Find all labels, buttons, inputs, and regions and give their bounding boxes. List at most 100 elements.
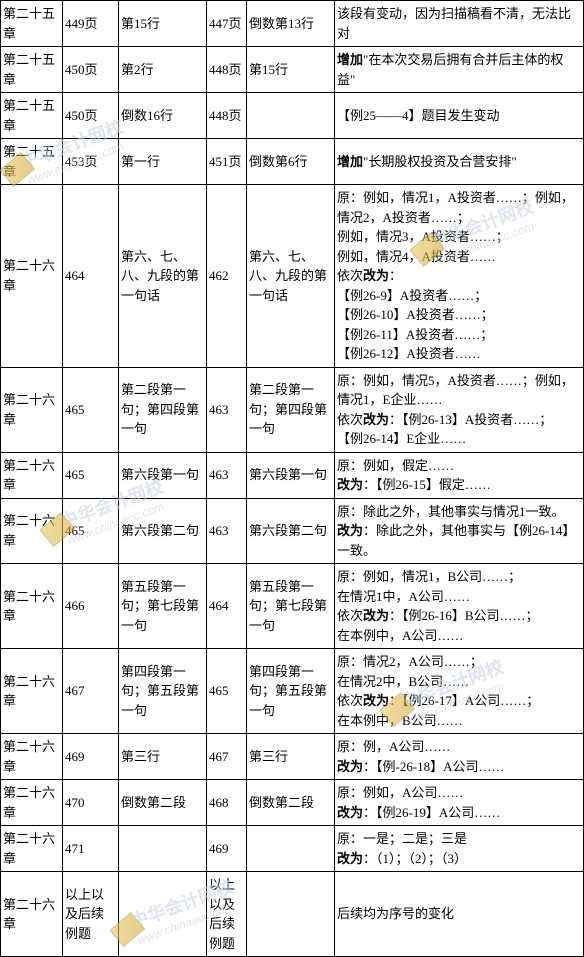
table-cell: 原：情况2，A公司……；在情况2中，B公司……依次改为：【例26-17】A公司…… (335, 649, 584, 734)
table-cell: 倒数第二段 (119, 780, 207, 826)
table-cell: 原：例如，情况1，B公司……；在情况1中，A公司……依次改为：【例26-16】B… (335, 564, 584, 649)
table-cell: 第二十六章 (1, 872, 63, 957)
changes-table: 第二十五章449页第15行447页倒数第13行该段有变动，因为扫描稿看不清，无法… (0, 0, 584, 957)
table-cell: 第六、七、八、九段的第一句话 (247, 185, 335, 368)
table-cell: 第二十六章 (1, 564, 63, 649)
table-row: 第二十六章465第二段第一句；第四段第一句463第二段第一句；第四段第一句原：例… (1, 367, 584, 452)
table-row: 第二十六章469第三行467第三行原：例，A公司……改为：【例-26-18】A公… (1, 734, 584, 780)
table-cell: 第六段第一句 (119, 452, 207, 498)
table-cell: 第二十六章 (1, 452, 63, 498)
table-cell: 453页 (63, 139, 119, 185)
table-row: 第二十六章465第六段第一句463第六段第一句原：例如，假定……改为：【例26-… (1, 452, 584, 498)
table-cell: 第四段第一句；第五段第一句 (119, 649, 207, 734)
table-cell: 450页 (63, 47, 119, 93)
table-cell: 后续均为序号的变化 (335, 872, 584, 957)
table-cell: 原：例如，A公司……改为：【例26-19】A公司…… (335, 780, 584, 826)
table-cell: 471 (63, 826, 119, 872)
table-cell: 第六段第二句 (119, 498, 207, 564)
table-cell: 448页 (207, 93, 247, 139)
table-cell: 第二段第一句；第四段第一句 (247, 367, 335, 452)
table-cell: 第二十五章 (1, 93, 63, 139)
table-cell: 【例25——4】题目发生变动 (335, 93, 584, 139)
table-cell: 第四段第一句；第五段第一句 (247, 649, 335, 734)
table-body: 第二十五章449页第15行447页倒数第13行该段有变动，因为扫描稿看不清，无法… (1, 1, 584, 957)
table-cell: 以上以及后续例题 (207, 872, 247, 957)
table-cell: 463 (207, 452, 247, 498)
table-cell: 原：例如，情况5，A投资者……；例如，情况1，E企业……依次改为：【例26-13… (335, 367, 584, 452)
table-cell: 第二十五章 (1, 1, 63, 47)
table-cell: 原：一是；二是；三是改为：（1）；（2）；（3） (335, 826, 584, 872)
table-cell: 465 (63, 367, 119, 452)
table-cell: 该段有变动，因为扫描稿看不清，无法比对 (335, 1, 584, 47)
table-cell: 第二十六章 (1, 367, 63, 452)
table-cell: 448页 (207, 47, 247, 93)
table-cell: 第二十六章 (1, 185, 63, 368)
table-cell: 467 (207, 734, 247, 780)
table-cell: 464 (207, 564, 247, 649)
table-cell: 增加"长期股权投资及合营安排" (335, 139, 584, 185)
table-cell: 第15行 (119, 1, 207, 47)
table-cell: 467 (63, 649, 119, 734)
table-cell: 第2行 (119, 47, 207, 93)
table-cell: 第五段第一句；第七段第一句 (119, 564, 207, 649)
table-cell: 第二十六章 (1, 780, 63, 826)
table-cell: 468 (207, 780, 247, 826)
table-cell: 447页 (207, 1, 247, 47)
table-row: 第二十六章470倒数第二段468倒数第二段原：例如，A公司……改为：【例26-1… (1, 780, 584, 826)
table-cell: 463 (207, 367, 247, 452)
table-cell: 第三行 (119, 734, 207, 780)
table-cell: 第二十六章 (1, 826, 63, 872)
table-cell: 第五段第一句；第七段第一句 (247, 564, 335, 649)
table-cell: 第二十六章 (1, 649, 63, 734)
table-row: 第二十五章450页第2行448页第15行增加"在本次交易后拥有合并后主体的权益" (1, 47, 584, 93)
table-row: 第二十五章453页第一行451页倒数第6行增加"长期股权投资及合营安排" (1, 139, 584, 185)
table-cell: 462 (207, 185, 247, 368)
table-cell: 469 (207, 826, 247, 872)
table-cell (247, 826, 335, 872)
table-cell: 463 (207, 498, 247, 564)
table-cell: 465 (207, 649, 247, 734)
table-cell: 第六、七、八、九段的第一句话 (119, 185, 207, 368)
table-row: 第二十六章465第六段第二句463第六段第二句原：除此之外，其他事实与情况1一致… (1, 498, 584, 564)
table-cell: 倒数第6行 (247, 139, 335, 185)
table-cell: 465 (63, 498, 119, 564)
table-row: 第二十六章以上以及后续例题以上以及后续例题后续均为序号的变化 (1, 872, 584, 957)
table-cell: 原：除此之外，其他事实与情况1一致。改为：除此之外，其他事实与【例26-14】一… (335, 498, 584, 564)
table-row: 第二十六章464第六、七、八、九段的第一句话462第六、七、八、九段的第一句话原… (1, 185, 584, 368)
table-cell: 第二十六章 (1, 734, 63, 780)
table-cell: 第二十五章 (1, 47, 63, 93)
table-cell: 第15行 (247, 47, 335, 93)
table-cell: 469 (63, 734, 119, 780)
table-cell: 第二十五章 (1, 139, 63, 185)
table-cell: 增加"在本次交易后拥有合并后主体的权益" (335, 47, 584, 93)
table-cell: 倒数16行 (119, 93, 207, 139)
table-cell (119, 826, 207, 872)
table-cell: 450页 (63, 93, 119, 139)
table-cell: 原：例，A公司……改为：【例-26-18】A公司…… (335, 734, 584, 780)
table-cell: 第六段第二句 (247, 498, 335, 564)
table-cell: 以上以及后续例题 (63, 872, 119, 957)
table-row: 第二十六章467第四段第一句；第五段第一句465第四段第一句；第五段第一句原：情… (1, 649, 584, 734)
table-cell: 466 (63, 564, 119, 649)
table-cell: 第二段第一句；第四段第一句 (119, 367, 207, 452)
table-cell (247, 872, 335, 957)
table-row: 第二十六章466第五段第一句；第七段第一句464第五段第一句；第七段第一句原：例… (1, 564, 584, 649)
table-cell: 倒数第13行 (247, 1, 335, 47)
table-row: 第二十五章449页第15行447页倒数第13行该段有变动，因为扫描稿看不清，无法… (1, 1, 584, 47)
table-cell: 470 (63, 780, 119, 826)
table-cell: 第三行 (247, 734, 335, 780)
table-cell: 原：例如，假定……改为：【例26-15】假定…… (335, 452, 584, 498)
table-cell (247, 93, 335, 139)
table-cell: 465 (63, 452, 119, 498)
table-cell: 第一行 (119, 139, 207, 185)
table-cell: 464 (63, 185, 119, 368)
table-cell: 原：例如，情况1，A投资者……；例如，情况2，A投资者……；例如，情况3，A投资… (335, 185, 584, 368)
table-cell (119, 872, 207, 957)
table-cell: 第二十六章 (1, 498, 63, 564)
table-row: 第二十六章471 469 原：一是；二是；三是改为：（1）；（2）；（3） (1, 826, 584, 872)
table-cell: 451页 (207, 139, 247, 185)
table-row: 第二十五章450页倒数16行448页 【例25——4】题目发生变动 (1, 93, 584, 139)
table-cell: 449页 (63, 1, 119, 47)
table-cell: 倒数第二段 (247, 780, 335, 826)
table-cell: 第六段第一句 (247, 452, 335, 498)
